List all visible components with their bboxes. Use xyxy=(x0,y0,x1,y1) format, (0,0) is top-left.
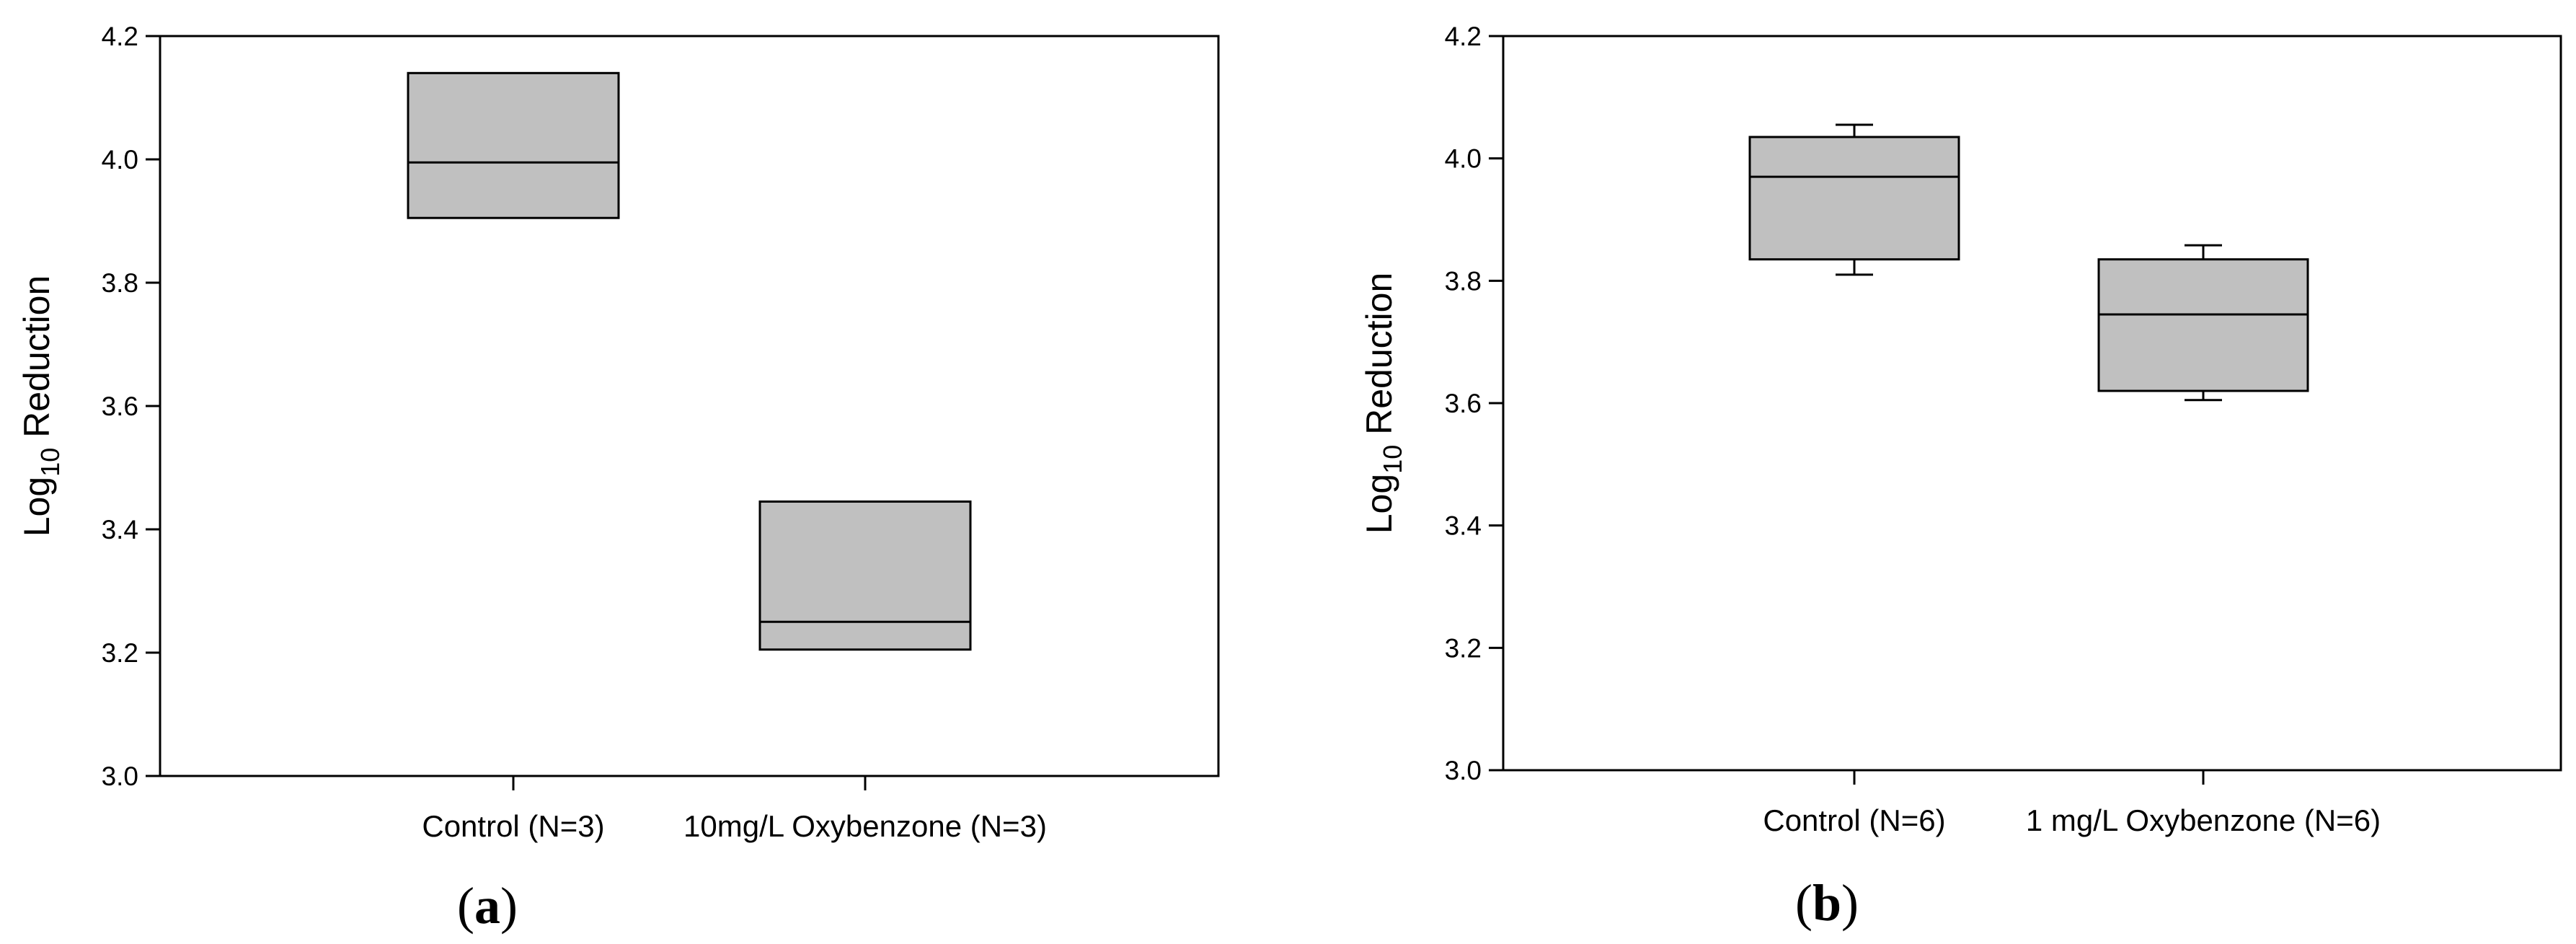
plot-frame xyxy=(1502,35,2562,772)
panel-b: 3.0 3.2 3.4 3.6 3.8 4.0 4.2 Control (N=6) 1 mg/L… xyxy=(1359,22,2562,932)
y-tick-label: 3.4 xyxy=(1445,511,1482,541)
box xyxy=(758,500,972,651)
plot-frame xyxy=(159,35,1220,777)
y-tick-label: 3.0 xyxy=(102,762,138,791)
y-tick-label: 4.0 xyxy=(102,145,138,175)
y-axis-title-subscript: 10 xyxy=(1378,445,1407,474)
panel-label-close-paren: ) xyxy=(1841,874,1859,932)
y-tick-label: 3.6 xyxy=(102,392,138,421)
y-axis-title-subscript: 10 xyxy=(35,448,65,477)
category-label: 10mg/L Oxybenzone (N=3) xyxy=(683,809,1047,843)
y-tick-label: 3.0 xyxy=(1445,756,1482,785)
category-label: Control (N=3) xyxy=(422,809,604,843)
y-tick-label: 4.0 xyxy=(1445,144,1482,174)
panel-a: 3.0 3.2 3.4 3.6 3.8 4.0 4.2 Control (N=3) 10mg/L… xyxy=(17,22,1220,935)
y-axis-title-suffix: Reduction xyxy=(17,275,57,448)
panel-label-open-paren: ( xyxy=(1795,874,1813,932)
y-tick-label: 3.8 xyxy=(102,268,138,298)
y-tick-label: 3.8 xyxy=(1445,266,1482,296)
box xyxy=(407,71,620,219)
y-tick-label: 3.2 xyxy=(102,638,138,668)
panel-label-open-paren: ( xyxy=(457,877,474,935)
category-label: 1 mg/L Oxybenzone (N=6) xyxy=(2026,803,2381,837)
y-tick-label: 3.6 xyxy=(1445,389,1482,418)
y-axis-title: Log10 Reduction xyxy=(1359,273,1407,534)
y-tick-label: 3.4 xyxy=(102,515,138,544)
box xyxy=(2097,258,2309,392)
y-axis-title-prefix: Log xyxy=(17,477,57,537)
panel-label-letter: a xyxy=(474,877,500,935)
y-axis-title-prefix: Log xyxy=(1359,474,1399,534)
box xyxy=(1748,136,1960,261)
y-tick-label: 4.2 xyxy=(1445,22,1482,51)
y-axis-title: Log10 Reduction xyxy=(17,275,65,537)
y-axis-title-suffix: Reduction xyxy=(1359,273,1399,445)
panel-label-close-paren: ) xyxy=(500,877,518,935)
y-tick-label: 3.2 xyxy=(1445,633,1482,663)
category-label: Control (N=6) xyxy=(1763,803,1945,837)
panel-label: (b) xyxy=(1795,874,1859,932)
panel-label-letter: b xyxy=(1813,874,1841,932)
y-tick-label: 4.2 xyxy=(102,22,138,51)
panel-label: (a) xyxy=(457,877,518,935)
